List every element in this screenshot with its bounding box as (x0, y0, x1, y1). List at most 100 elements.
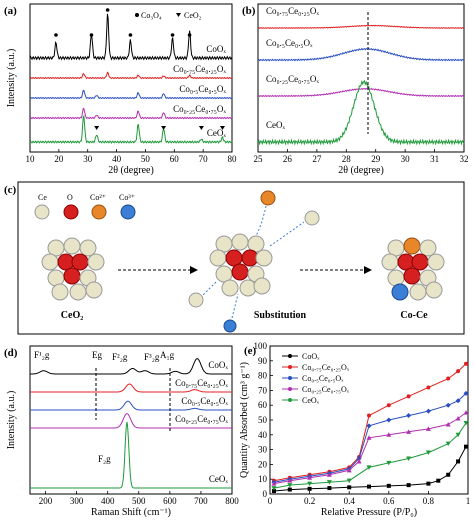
panel-e-y-tick-label-10: 100 (254, 341, 268, 351)
panel-d-peak-label-2: F²₂g (112, 352, 128, 362)
panel-d-x-tick-label-6: 800 (225, 496, 239, 506)
panel-e-x-tick-label-2: 0.4 (344, 496, 356, 506)
co-ce-label: Co-Ce (400, 310, 428, 321)
panel-e-letter: (e) (244, 345, 257, 357)
panel-b-series-label-2: Co₀.₂₅Ce₀.₇₅Oₓ (266, 74, 319, 84)
panel-e-legend-label-0: CoOₓ (302, 352, 320, 361)
panel-b-series-label-0: Co₀.₇₅Ce₀.₂₅Oₓ (266, 6, 319, 16)
panel-d-series-label-4: CeOₓ (209, 474, 228, 484)
legend-o: O (67, 193, 73, 202)
panel-e-point-4-0 (271, 486, 277, 491)
panel-a-series-label-4: CeOₓ (207, 128, 226, 138)
panel-d-curves (30, 358, 232, 489)
panel-d-ylabel: Intensity (a.u.) (6, 391, 17, 450)
panel-d-letter: (d) (4, 347, 18, 359)
panel-e-legend-marker-3 (288, 387, 292, 391)
panel-b-x-tick-label-7: 32 (460, 154, 469, 164)
panel-e-y-tick-label-6: 60 (258, 400, 268, 410)
panel-a-series-labels: CoOₓ Co₀.₇₅Ce₀.₂₅Oₓ Co₀.₅Ce₀.₅Oₓ Co₀.₂₅Ce₀.… (173, 44, 226, 138)
panel-b-x-tick-label-5: 30 (401, 154, 411, 164)
panel-d-frame (29, 345, 233, 495)
panel-b-x-tick-label-0: 25 (254, 154, 264, 164)
panel-b-series-2 (257, 87, 465, 98)
panel-e-frame (269, 345, 469, 495)
ceo2-label: CeO₂ (61, 310, 83, 321)
panel-e-series-3 (273, 412, 467, 485)
panel-d-series-label-2: Co₀.₅Ce₀.₅Oₓ (181, 396, 228, 406)
panel-c-frame (17, 181, 465, 335)
ceo2-cluster (41, 237, 105, 301)
panel-d-x-tick-label-0: 200 (39, 496, 53, 506)
panel-c-letter: (c) (4, 184, 17, 196)
panel-d-peak-labels: F¹₂g Eg F²₂g F³₂g A₁g F₂g (34, 350, 175, 464)
panel-a-xticks: 10 20 30 40 50 60 70 80 (26, 149, 237, 164)
panel-e-point-3-0 (271, 481, 277, 486)
legend-co2plus: Co²⁺ (90, 193, 106, 202)
panel-b-xticks: 25 26 27 28 29 30 31 32 (254, 149, 469, 164)
panel-e-x-tick-label-1: 0.2 (304, 496, 315, 506)
panel-b-x-tick-label-4: 29 (371, 154, 381, 164)
legend-ce: Ce (38, 193, 47, 202)
panel-d-xticks: 200 300 400 500 600 700 800 (39, 491, 239, 506)
panel-d-series-labels: CoOₓ Co₀.₇₅Ce₀.₂₅Oₓ Co₀.₅Ce₀.₅Oₓ Co₀.₂₅Ce₀.… (175, 360, 228, 484)
panel-a-peak-markers (54, 8, 225, 130)
panel-d-peak-label-4: A₁g (160, 350, 175, 360)
panel-a-x-tick-label-4: 50 (141, 154, 151, 164)
panel-e-legend-marker-0 (288, 354, 292, 358)
legend-ceo2: CeO₂ (184, 11, 202, 20)
panel-a-x-tick-label-1: 20 (54, 154, 64, 164)
panel-a-series-4 (29, 114, 233, 144)
ceo2-peak-marker-2 (198, 126, 204, 130)
panel-a-x-tick-label-2: 30 (83, 154, 93, 164)
panel-e-point-0-0 (271, 489, 276, 494)
legend-co3o4: Co₃O₄ (141, 11, 162, 20)
panel-d-series-label-0: CoOₓ (208, 360, 228, 370)
co3o4-peak-marker-1 (89, 33, 94, 37)
arrow-1-head-icon (190, 266, 198, 274)
substitution-label: Substitution (254, 310, 307, 321)
panel-e-curves (271, 361, 469, 494)
o-atom-icon (63, 204, 79, 220)
panel-e-ylabel: Quantity Absorbed (cm³ g⁻¹) (239, 362, 250, 478)
panel-b-x-tick-label-1: 26 (283, 154, 293, 164)
substitution-cluster (188, 190, 320, 333)
panel-b-series-labels: Co₀.₇₅Ce₀.₂₅Oₓ Co₀.₅Ce₀.₅Oₓ Co₀.₂₅Ce₀.₇₅Oₓ… (266, 6, 319, 130)
panel-b-series-3 (257, 79, 465, 146)
panel-a-x-tick-label-5: 60 (170, 154, 180, 164)
co3o4-peak-marker-3 (128, 33, 133, 37)
panel-b-series-0 (257, 24, 465, 30)
panel-e-legend-marker-2 (288, 376, 292, 380)
panel-a-series-label-3: Co₀.₂₅Ce₀.₇₅Oₓ (173, 104, 226, 114)
panel-d-peak-label-0: F¹₂g (34, 350, 50, 360)
panel-e-x-tick-label-0: 0 (268, 496, 273, 506)
panel-e-y-tick-label-0: 0 (263, 489, 268, 499)
panel-a-legend: Co₃O₄ CeO₂ (135, 11, 202, 20)
panel-d-series-label-3: Co₀.₂₅Ce₀.₇₅Oₓ (175, 414, 228, 424)
legend-co3plus: Co³⁺ (119, 193, 135, 202)
panel-a-x-tick-label-3: 40 (112, 154, 122, 164)
co3-atom-icon (120, 204, 136, 220)
panel-d-series-2 (30, 400, 232, 411)
panel-d-series-0 (30, 358, 232, 375)
panel-e-legend-label-2: Co₀.₅Ce₀.₅Oₓ (302, 374, 344, 383)
panel-e-y-tick-label-3: 30 (258, 445, 268, 455)
panel-e-series-0 (273, 446, 467, 492)
co3o4-peak-marker-4 (170, 33, 175, 37)
panel-e-x-tick-label-5: 1 (466, 496, 471, 506)
panel-c: (c) Ce O Co²⁺ Co³⁺ CeO₂ (4, 181, 465, 335)
panel-a-series-1 (29, 71, 233, 80)
panel-d-x-tick-label-3: 500 (132, 496, 146, 506)
panel-b-x-tick-label-3: 28 (342, 154, 352, 164)
co2-atom-icon (91, 204, 107, 220)
panel-e-legend-label-1: Co₀.₇₅Ce₀.₂₅Oₓ (302, 363, 350, 372)
panel-e-legend-marker-1 (288, 365, 292, 369)
panel-d-series-3 (30, 413, 232, 429)
ceo2-peak-marker-0 (94, 126, 100, 130)
panel-e-y-tick-label-9: 90 (258, 356, 268, 366)
panel-d-x-tick-label-1: 300 (70, 496, 84, 506)
panel-a-ylabel: Intensity (a.u.) (6, 49, 17, 108)
panel-e-y-tick-label-8: 80 (258, 371, 268, 381)
panel-e-y-tick-label-5: 50 (258, 415, 268, 425)
